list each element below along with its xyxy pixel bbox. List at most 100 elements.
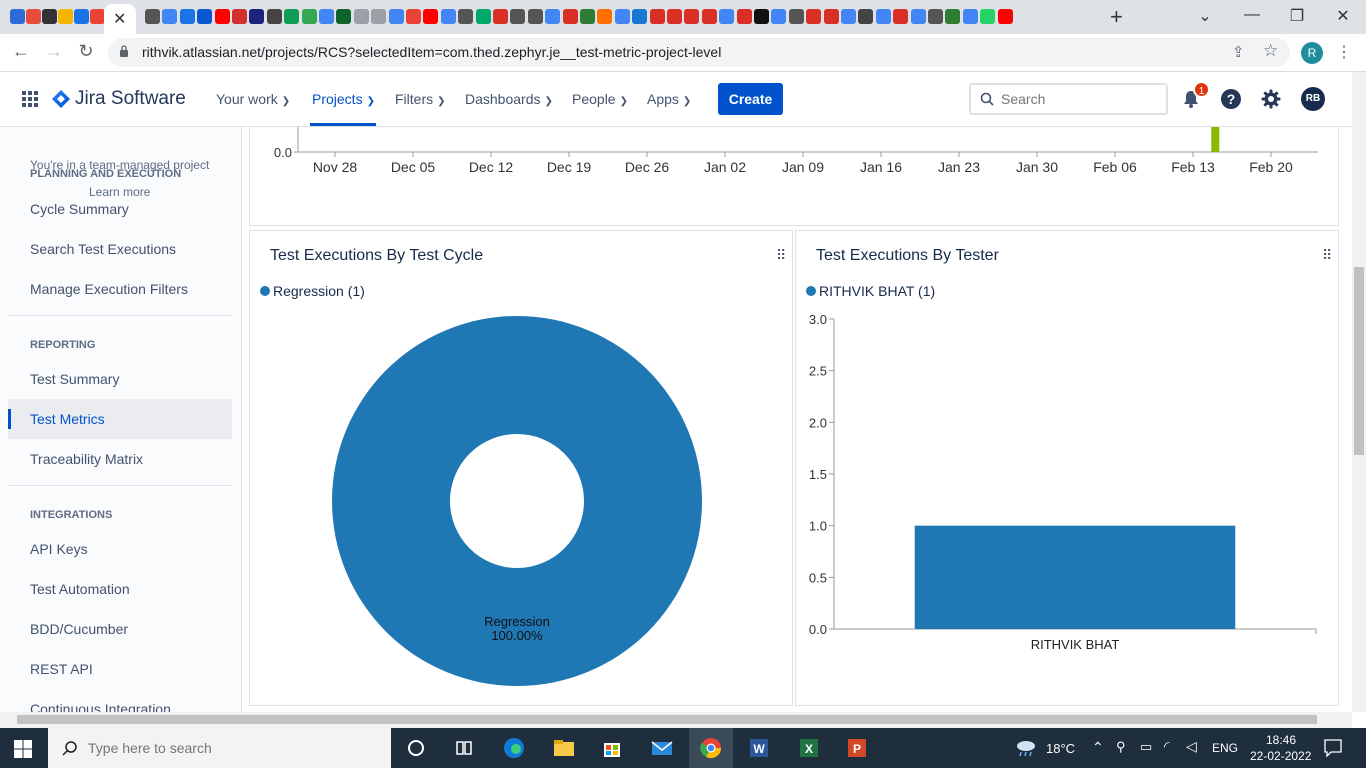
taskbar-search-input[interactable] xyxy=(88,738,378,758)
drag-handle-icon[interactable]: ⠿ xyxy=(1322,247,1332,263)
pinned-tab-favicon-icon[interactable] xyxy=(667,9,682,24)
pinned-tab-favicon-icon[interactable] xyxy=(90,9,105,24)
pinned-tab-favicon-icon[interactable] xyxy=(406,9,421,24)
powerpoint-icon[interactable]: P xyxy=(843,734,871,762)
pinned-tab-favicon-icon[interactable] xyxy=(353,9,369,24)
pinned-tab-favicon-icon[interactable] xyxy=(58,9,73,24)
active-tab[interactable]: ✕ xyxy=(104,4,136,34)
pinned-tab-favicon-icon[interactable] xyxy=(197,9,213,24)
tray-chevron-up-icon[interactable]: ⌃ xyxy=(1092,739,1104,755)
nav-apps[interactable]: Apps ❯ xyxy=(647,91,691,107)
pinned-tab-favicon-icon[interactable] xyxy=(388,9,404,24)
pinned-tab-favicon-icon[interactable] xyxy=(632,9,648,24)
browser-menu-icon[interactable]: ⋮ xyxy=(1336,44,1352,61)
pinned-tab-favicon-icon[interactable] xyxy=(580,9,595,24)
pinned-tab-favicon-icon[interactable] xyxy=(458,9,474,24)
weather-rain-icon[interactable] xyxy=(1014,739,1038,757)
file-explorer-icon[interactable] xyxy=(550,734,578,762)
nav-dashboards[interactable]: Dashboards ❯ xyxy=(465,91,553,107)
pinned-tab-favicon-icon[interactable] xyxy=(614,9,630,24)
microsoft-store-icon[interactable] xyxy=(598,734,626,762)
vertical-scrollbar[interactable] xyxy=(1352,72,1366,712)
pinned-tab-favicon-icon[interactable] xyxy=(962,9,978,24)
meet-now-icon[interactable]: ⚲ xyxy=(1116,739,1126,754)
pinned-tab-favicon-icon[interactable] xyxy=(179,9,195,24)
pinned-tab-favicon-icon[interactable] xyxy=(145,9,160,24)
tester-chart-legend[interactable]: RITHVIK BHAT (1) xyxy=(806,283,935,299)
pinned-tab-favicon-icon[interactable] xyxy=(736,9,752,24)
weather-temp[interactable]: 18°C xyxy=(1046,741,1076,756)
sidebar-item-traceability-matrix[interactable]: Traceability Matrix xyxy=(30,451,144,467)
pinned-tab-favicon-icon[interactable] xyxy=(319,9,334,24)
pinned-tab-favicon-icon[interactable] xyxy=(10,9,25,24)
url-text[interactable]: rithvik.atlassian.net/projects/RCS?selec… xyxy=(142,44,722,60)
pinned-tab-favicon-icon[interactable] xyxy=(893,9,909,24)
clock-time[interactable]: 18:46 xyxy=(1266,733,1297,747)
profile-avatar[interactable]: R xyxy=(1301,42,1323,64)
pinned-tab-favicon-icon[interactable] xyxy=(527,9,543,24)
sidebar-item-rest-api[interactable]: REST API xyxy=(30,661,93,677)
edge-icon[interactable] xyxy=(500,734,528,762)
pinned-tab-favicon-icon[interactable] xyxy=(945,9,961,24)
bookmark-star-icon[interactable]: ☆ xyxy=(1263,41,1279,60)
sidebar-item-search-test-executions[interactable]: Search Test Executions xyxy=(30,241,177,257)
restore-icon[interactable]: ❐ xyxy=(1289,8,1305,25)
nav-projects[interactable]: Projects ❯ xyxy=(312,91,375,107)
forward-arrow-icon[interactable]: → xyxy=(45,41,63,61)
app-switcher-icon[interactable] xyxy=(22,91,38,107)
pinned-tab-favicon-icon[interactable] xyxy=(423,9,439,24)
pinned-tab-favicon-icon[interactable] xyxy=(214,9,230,24)
clock-date[interactable]: 22-02-2022 xyxy=(1250,749,1312,763)
pinned-tab-favicon-icon[interactable] xyxy=(493,9,508,24)
pinned-tab-favicon-icon[interactable] xyxy=(562,9,578,24)
pinned-tab-favicon-icon[interactable] xyxy=(858,9,874,24)
pinned-tab-favicon-icon[interactable] xyxy=(475,9,491,24)
sidebar-item-bdd-cucumber[interactable]: BDD/Cucumber xyxy=(30,621,129,637)
pinned-tab-favicon-icon[interactable] xyxy=(249,9,265,24)
pinned-tab-favicon-icon[interactable] xyxy=(771,9,787,24)
close-window-icon[interactable]: ✕ xyxy=(1336,8,1350,25)
jira-logo-icon[interactable] xyxy=(52,90,70,108)
taskbar-search[interactable] xyxy=(48,728,391,768)
share-icon[interactable]: ⇪ xyxy=(1232,44,1245,61)
help-icon[interactable]: ? xyxy=(1221,89,1241,109)
pinned-tab-favicon-icon[interactable] xyxy=(701,9,717,24)
new-tab-button[interactable]: + xyxy=(1110,4,1123,29)
notification-center-icon[interactable] xyxy=(1324,739,1342,757)
sidebar-item-manage-execution-filters[interactable]: Manage Execution Filters xyxy=(30,281,188,297)
volume-icon[interactable]: ◁ xyxy=(1186,738,1197,754)
search-box[interactable] xyxy=(969,83,1168,115)
sidebar-item-cycle-summary[interactable]: Cycle Summary xyxy=(30,201,129,217)
settings-gear-icon[interactable] xyxy=(1260,88,1282,110)
cycle-chart-legend[interactable]: Regression (1) xyxy=(260,283,365,299)
wifi-icon[interactable]: ◜ xyxy=(1164,738,1170,754)
pinned-tab-favicon-icon[interactable] xyxy=(875,9,891,24)
sidebar-item-test-summary[interactable]: Test Summary xyxy=(30,371,120,387)
pinned-tab-favicon-icon[interactable] xyxy=(910,9,926,24)
pinned-tab-favicon-icon[interactable] xyxy=(545,9,561,24)
pinned-tab-favicon-icon[interactable] xyxy=(162,9,178,24)
pinned-tab-favicon-icon[interactable] xyxy=(371,9,387,24)
nav-your-work[interactable]: Your work ❯ xyxy=(216,91,290,107)
sidebar-item-continuous-integration[interactable]: Continuous Integration xyxy=(30,701,171,712)
scroll-thumb[interactable] xyxy=(17,715,1317,724)
pinned-tab-favicon-icon[interactable] xyxy=(823,9,839,24)
battery-icon[interactable]: ▭ xyxy=(1140,739,1153,754)
chrome-icon[interactable] xyxy=(697,734,725,762)
tab-search-chevron-icon[interactable]: ⌄ xyxy=(1198,8,1212,25)
learn-more-link[interactable]: Learn more xyxy=(89,185,151,199)
back-arrow-icon[interactable]: ← xyxy=(12,41,30,61)
sidebar-item-test-metrics[interactable]: Test Metrics xyxy=(8,399,232,439)
address-bar[interactable]: rithvik.atlassian.net/projects/RCS?selec… xyxy=(108,38,1290,67)
sidebar-item-test-automation[interactable]: Test Automation xyxy=(30,581,130,597)
search-input[interactable] xyxy=(1001,90,1161,108)
pinned-tab-favicon-icon[interactable] xyxy=(806,9,822,24)
pinned-tab-favicon-icon[interactable] xyxy=(74,9,89,24)
sidebar-item-api-keys[interactable]: API Keys xyxy=(30,541,88,557)
pinned-tab-favicon-icon[interactable] xyxy=(26,9,41,24)
excel-icon[interactable]: X xyxy=(795,734,823,762)
pinned-tab-favicon-icon[interactable] xyxy=(788,9,804,24)
reload-icon[interactable]: ↻ xyxy=(78,41,94,61)
task-view-icon[interactable] xyxy=(450,734,478,762)
horizontal-scrollbar[interactable] xyxy=(0,712,1352,728)
